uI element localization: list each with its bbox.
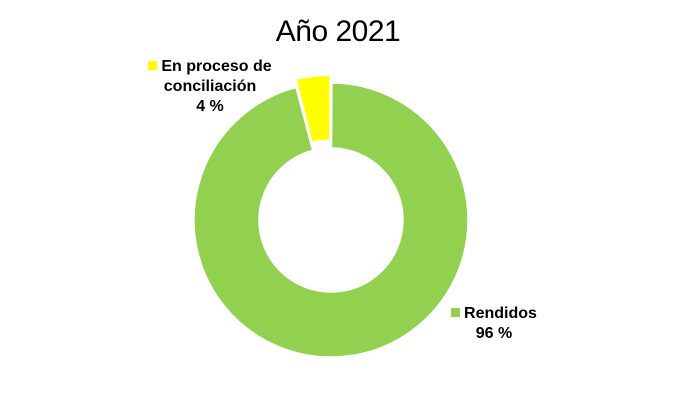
legend-swatch-rendidos xyxy=(451,308,461,317)
label-en-proceso-name-row: En proceso de conciliación xyxy=(140,57,280,97)
label-rendidos-value: 96 % xyxy=(475,325,513,342)
slice-rendidos xyxy=(193,82,469,358)
slice-en-proceso xyxy=(295,74,331,144)
label-en-proceso-value: 4 % xyxy=(196,98,224,115)
label-rendidos: Rendidos 96 % xyxy=(439,304,549,344)
label-rendidos-name: Rendidos xyxy=(464,305,537,322)
label-en-proceso-name: En proceso de conciliación xyxy=(161,58,272,95)
legend-swatch-en-proceso xyxy=(148,61,158,70)
chart-title: Año 2021 xyxy=(275,15,401,48)
label-en-proceso: En proceso de conciliación 4 % xyxy=(140,57,280,117)
label-rendidos-name-row: Rendidos xyxy=(439,304,549,324)
